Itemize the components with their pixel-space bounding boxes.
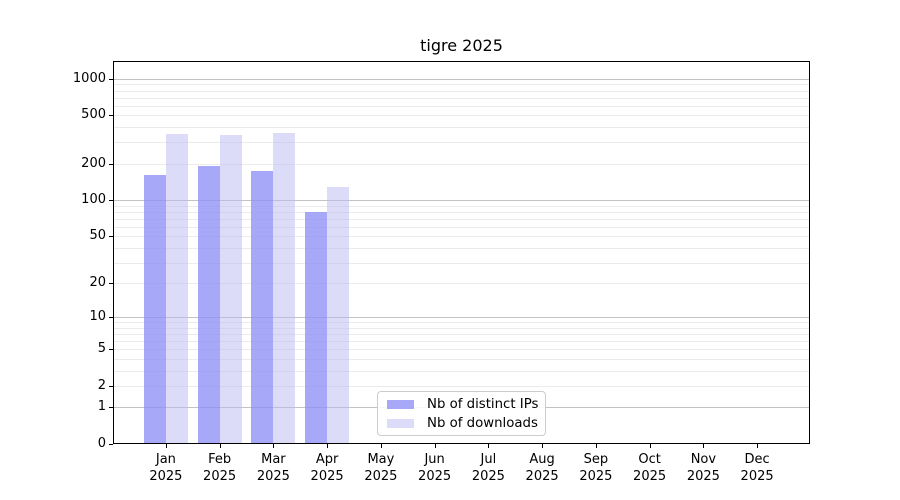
legend-swatch-distinct-ips	[387, 399, 414, 409]
x-tick-label: Feb 2025	[203, 452, 237, 484]
x-tick-mark	[219, 444, 221, 448]
y-tick-mark	[109, 317, 113, 319]
x-tick-mark	[595, 444, 597, 448]
minor-gridline	[113, 90, 810, 92]
legend-item-distinct-ips: Nb of distinct IPs	[387, 397, 545, 412]
minor-gridline	[113, 262, 810, 264]
bar-distinct-ips-apr	[305, 211, 328, 444]
y-tick-mark	[109, 236, 113, 238]
minor-gridline	[113, 115, 810, 117]
x-tick-mark	[703, 444, 705, 448]
y-tick-label: 1	[97, 399, 106, 415]
major-gridline	[113, 78, 810, 80]
minor-gridline	[113, 385, 810, 387]
minor-gridline	[113, 358, 810, 360]
bar-downloads-jan	[165, 134, 188, 444]
x-tick-label: Oct 2025	[633, 452, 667, 484]
y-tick-label: 2	[97, 377, 106, 393]
y-tick-mark	[109, 200, 113, 201]
bar-downloads-mar	[273, 133, 296, 444]
y-tick-label: 1000	[72, 70, 106, 86]
x-tick-label: Dec 2025	[740, 452, 774, 484]
x-tick-mark	[380, 444, 382, 448]
y-tick-mark	[109, 385, 113, 387]
y-tick-label: 100	[81, 192, 106, 207]
y-tick-label: 0	[97, 436, 106, 451]
minor-gridline	[113, 84, 810, 86]
y-tick-mark	[109, 444, 113, 445]
x-tick-mark	[649, 444, 651, 448]
minor-gridline	[113, 322, 810, 324]
grid-layer	[113, 61, 810, 444]
x-tick-label: Jul 2025	[471, 452, 505, 484]
bars-layer	[113, 61, 810, 444]
minor-gridline	[113, 226, 810, 228]
x-tick-label: Jun 2025	[418, 452, 452, 484]
y-tick-label: 50	[89, 228, 106, 244]
x-tick-label: Nov 2025	[686, 452, 720, 484]
major-gridline	[113, 317, 810, 319]
x-tick-mark	[434, 444, 436, 448]
y-tick-mark	[109, 283, 113, 285]
y-tick-mark	[109, 115, 113, 117]
legend-label-downloads: Nb of downloads	[427, 415, 538, 431]
legend-item-downloads: Nb of downloads	[387, 416, 545, 431]
minor-gridline	[113, 370, 810, 372]
major-gridline	[113, 200, 810, 201]
x-tick-label: Apr 2025	[310, 452, 344, 484]
minor-gridline	[113, 236, 810, 238]
minor-gridline	[113, 97, 810, 99]
minor-gridline	[113, 283, 810, 285]
y-tick-mark	[109, 78, 113, 80]
y-tick-label: 200	[81, 155, 106, 171]
x-tick-mark	[542, 444, 544, 448]
minor-gridline	[113, 349, 810, 351]
minor-gridline	[113, 327, 810, 329]
x-tick-label: Mar 2025	[256, 452, 290, 484]
minor-gridline	[113, 127, 810, 129]
legend: Nb of distinct IPs Nb of downloads	[377, 391, 546, 436]
bar-distinct-ips-feb	[197, 166, 220, 444]
minor-gridline	[113, 163, 810, 165]
x-tick-label: Aug 2025	[525, 452, 559, 484]
minor-gridline	[113, 334, 810, 336]
minor-gridline	[113, 211, 810, 213]
bar-downloads-feb	[219, 134, 242, 444]
bar-downloads-apr	[327, 187, 350, 444]
minor-gridline	[113, 105, 810, 107]
x-tick-mark	[757, 444, 759, 448]
legend-label-distinct-ips: Nb of distinct IPs	[427, 396, 539, 412]
x-tick-mark	[273, 444, 275, 448]
x-tick-label: Sep 2025	[579, 452, 613, 484]
x-tick-mark	[488, 444, 490, 448]
chart-title: tigre 2025	[420, 36, 503, 55]
y-tick-mark	[109, 349, 113, 351]
plot-area	[113, 61, 810, 444]
y-tick-label: 10	[89, 309, 106, 325]
minor-gridline	[113, 142, 810, 144]
bar-distinct-ips-mar	[251, 170, 274, 444]
minor-gridline	[113, 205, 810, 207]
minor-gridline	[113, 218, 810, 220]
minor-gridline	[113, 247, 810, 249]
y-tick-label: 500	[81, 107, 106, 123]
bar-distinct-ips-jan	[143, 175, 166, 444]
y-tick-label: 20	[89, 275, 106, 291]
y-tick-mark	[109, 407, 113, 409]
x-tick-mark	[327, 444, 329, 448]
x-tick-label: Jan 2025	[149, 452, 183, 484]
x-tick-mark	[165, 444, 167, 448]
legend-swatch-downloads	[387, 418, 414, 428]
y-tick-mark	[109, 163, 113, 165]
y-tick-label: 5	[97, 341, 106, 357]
x-tick-label: May 2025	[364, 452, 398, 484]
minor-gridline	[113, 341, 810, 343]
